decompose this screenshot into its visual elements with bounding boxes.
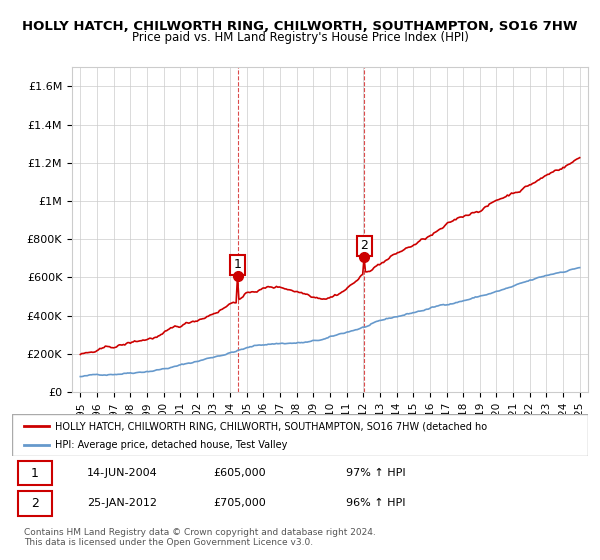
Text: £705,000: £705,000	[214, 498, 266, 508]
Text: 1: 1	[31, 466, 39, 480]
Text: 1: 1	[233, 259, 242, 272]
Text: 96% ↑ HPI: 96% ↑ HPI	[346, 498, 406, 508]
Text: Price paid vs. HM Land Registry's House Price Index (HPI): Price paid vs. HM Land Registry's House …	[131, 31, 469, 44]
Text: £605,000: £605,000	[214, 468, 266, 478]
Text: 2: 2	[361, 239, 368, 253]
FancyBboxPatch shape	[18, 461, 52, 486]
Text: HOLLY HATCH, CHILWORTH RING, CHILWORTH, SOUTHAMPTON, SO16 7HW: HOLLY HATCH, CHILWORTH RING, CHILWORTH, …	[22, 20, 578, 32]
FancyBboxPatch shape	[18, 491, 52, 516]
Text: 25-JAN-2012: 25-JAN-2012	[87, 498, 157, 508]
Text: HPI: Average price, detached house, Test Valley: HPI: Average price, detached house, Test…	[55, 440, 287, 450]
Text: HOLLY HATCH, CHILWORTH RING, CHILWORTH, SOUTHAMPTON, SO16 7HW (detached ho: HOLLY HATCH, CHILWORTH RING, CHILWORTH, …	[55, 421, 487, 431]
Text: Contains HM Land Registry data © Crown copyright and database right 2024.
This d: Contains HM Land Registry data © Crown c…	[24, 528, 376, 547]
FancyBboxPatch shape	[12, 414, 588, 456]
Text: 14-JUN-2004: 14-JUN-2004	[87, 468, 158, 478]
Text: 97% ↑ HPI: 97% ↑ HPI	[346, 468, 406, 478]
Text: 2: 2	[31, 497, 39, 510]
